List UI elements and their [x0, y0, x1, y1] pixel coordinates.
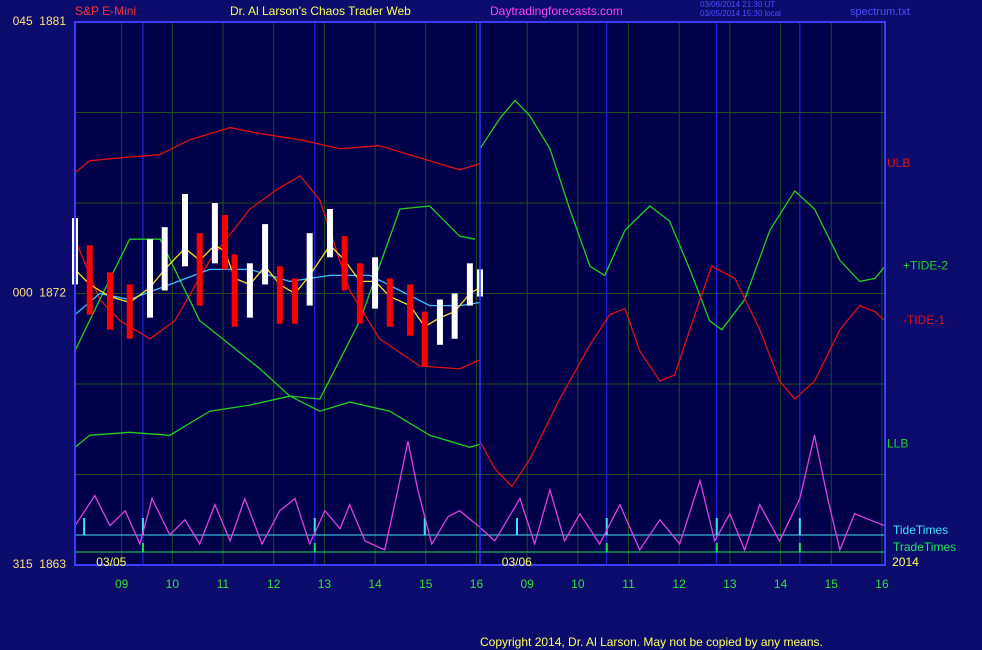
- price-bar: [291, 278, 298, 324]
- price-bar: [306, 233, 313, 306]
- x-tick-label: 11: [217, 577, 230, 591]
- x-tick-label: 14: [774, 577, 788, 591]
- date-label: 2014: [892, 555, 919, 569]
- price-bar: [222, 215, 229, 270]
- y-tick-label: 315 1863: [13, 557, 67, 571]
- series-line: [74, 435, 886, 553]
- series-line: [74, 126, 481, 174]
- legend-label: ULB: [887, 156, 910, 170]
- price-bar: [372, 257, 379, 309]
- x-tick-label: 10: [166, 577, 180, 591]
- price-bar: [466, 263, 473, 306]
- website: Daytradingforecasts.com: [490, 4, 623, 18]
- price-bar: [161, 227, 168, 291]
- x-tick-label: 13: [318, 577, 332, 591]
- price-bar: [86, 245, 93, 315]
- legend-label: -TIDE-1: [903, 313, 945, 327]
- legend-label: TradeTimes: [893, 540, 956, 554]
- x-tick-label: 16: [875, 577, 889, 591]
- plot-border: [74, 21, 886, 566]
- copyright: Copyright 2014, Dr. Al Larson. May not b…: [480, 635, 823, 649]
- x-tick-label: 12: [673, 577, 687, 591]
- legend-label: TideTimes: [893, 523, 948, 537]
- series-line: [479, 265, 886, 488]
- x-tick-label: 13: [723, 577, 737, 591]
- price-bar: [386, 278, 393, 327]
- price-bar: [211, 203, 218, 264]
- price-bar: [276, 266, 283, 324]
- x-tick-label: 14: [368, 577, 382, 591]
- x-tick-label: 15: [419, 577, 433, 591]
- x-tick-label: 16: [470, 577, 484, 591]
- price-bar: [436, 299, 443, 345]
- price-bar: [326, 209, 333, 258]
- price-bar: [421, 311, 428, 366]
- series-line: [74, 205, 476, 400]
- x-tick-label: 12: [267, 577, 281, 591]
- price-bar: [262, 224, 269, 285]
- y-tick-label: 000 1872: [13, 286, 67, 300]
- date-label: 03/05: [96, 555, 126, 569]
- price-bar: [246, 263, 253, 318]
- x-tick-label: 11: [622, 577, 635, 591]
- x-tick-label: 10: [571, 577, 585, 591]
- legend-label: LLB: [887, 437, 908, 451]
- price-bar: [451, 293, 458, 339]
- file-name: spectrum.txt: [850, 6, 910, 18]
- price-bar: [106, 272, 113, 330]
- date-label: 03/06: [502, 555, 532, 569]
- timestamp: 03/05/2014 15:30 local: [700, 9, 781, 18]
- x-tick-label: 09: [115, 577, 129, 591]
- price-bar: [341, 236, 348, 291]
- legend-label: +TIDE-2: [903, 259, 948, 273]
- x-tick-label: 09: [520, 577, 534, 591]
- y-tick-label: 045 1881: [13, 14, 67, 28]
- price-bar: [407, 284, 414, 336]
- x-tick-label: 15: [825, 577, 839, 591]
- series-line: [479, 99, 886, 331]
- symbol: S&P E-Mini: [75, 4, 136, 18]
- price-bar: [126, 284, 133, 339]
- marks: [72, 99, 886, 553]
- price-bar: [147, 239, 154, 318]
- price-bar: [196, 233, 203, 306]
- price-bar: [181, 193, 188, 267]
- timestamp: 03/06/2014 21:30 UT: [700, 0, 775, 9]
- price-bar: [356, 263, 363, 324]
- price-bar: [231, 254, 238, 327]
- chart-title: Dr. Al Larson's Chaos Trader Web: [230, 4, 411, 18]
